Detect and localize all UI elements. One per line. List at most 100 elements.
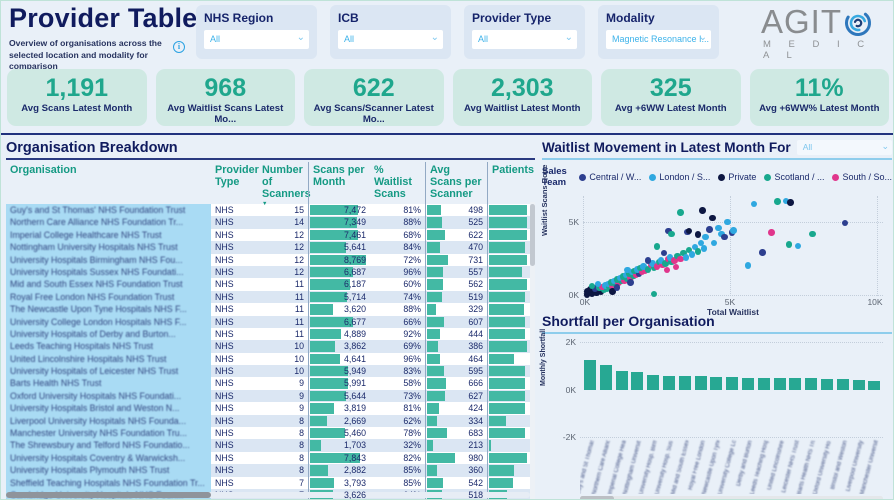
shortfall-bar[interactable] xyxy=(742,377,754,390)
scatter-point[interactable] xyxy=(588,282,596,290)
legend-item-4[interactable]: South / So... xyxy=(832,172,892,182)
column-header-number-of-scanners[interactable]: Number of Scanners ▼ xyxy=(262,164,311,207)
table-row[interactable]: Mid and South Essex NHS Foundation Trust… xyxy=(6,278,535,291)
shortfall-scrollbar[interactable] xyxy=(580,496,883,499)
table-row[interactable]: Oxford University Hospitals NHS Foundati… xyxy=(6,389,535,403)
scatter-point[interactable] xyxy=(782,197,790,205)
table-row[interactable]: Guy's and St Thomas' NHS Foundation Trus… xyxy=(6,204,535,217)
scatter-point[interactable] xyxy=(700,245,708,252)
shortfall-bar[interactable] xyxy=(852,379,865,390)
scatter-point[interactable] xyxy=(591,285,599,292)
shortfall-bar[interactable] xyxy=(710,376,723,390)
scatter-point[interactable] xyxy=(682,254,690,261)
scatter-point[interactable] xyxy=(613,284,621,291)
scatter-point[interactable] xyxy=(644,266,652,273)
column-header-avg-scans-per-scanner[interactable]: Avg Scans per Scanner xyxy=(425,162,487,204)
scatter-point[interactable] xyxy=(680,249,687,257)
shortfall-bar[interactable] xyxy=(599,364,612,390)
table-hscroll-thumb[interactable] xyxy=(6,492,211,498)
scatter-point[interactable] xyxy=(653,263,661,270)
scatter-point[interactable] xyxy=(794,242,802,249)
scatter-point[interactable] xyxy=(715,224,722,232)
scatter-point[interactable] xyxy=(666,254,674,261)
scatter-point[interactable] xyxy=(688,251,696,258)
scatter-point[interactable] xyxy=(694,231,702,238)
scatter-point[interactable] xyxy=(627,279,634,286)
scatter-point[interactable] xyxy=(644,257,652,264)
table-horizontal-scrollbar[interactable] xyxy=(6,492,530,498)
scatter-point[interactable] xyxy=(759,249,766,256)
scatter-point[interactable] xyxy=(841,219,849,227)
scatter-point[interactable] xyxy=(653,243,661,250)
scatter-point[interactable] xyxy=(685,227,693,235)
shortfall-bar[interactable] xyxy=(678,376,691,390)
shortfall-bar[interactable] xyxy=(821,378,833,390)
table-row[interactable]: Leeds Teaching Hospitals NHS Trust NHS 10 3… xyxy=(6,340,535,353)
table-row[interactable]: The Shrewsbury and Telford NHS Foundatio… xyxy=(6,439,535,452)
shortfall-bar[interactable] xyxy=(757,377,770,390)
shortfall-bar[interactable] xyxy=(584,360,596,390)
scatter-point[interactable] xyxy=(709,214,716,222)
scatter-point[interactable] xyxy=(697,239,705,247)
scatter-point[interactable] xyxy=(702,233,709,241)
shortfall-bar[interactable] xyxy=(663,375,675,390)
shortfall-bar[interactable] xyxy=(647,375,660,390)
table-row[interactable]: Sheffield Teaching Hospitals NHS Foundat… xyxy=(6,476,535,489)
column-header-organisation[interactable]: Organisation xyxy=(10,164,77,176)
column-header-patients[interactable]: Patients xyxy=(487,162,534,204)
scatter-point[interactable] xyxy=(594,280,602,288)
table-row[interactable]: Manchester University NHS Foundation Tru… xyxy=(6,427,535,440)
table-row[interactable]: University Hospitals Sussex NHS Foundati… xyxy=(6,265,535,279)
scatter-point[interactable] xyxy=(694,248,702,255)
table-row[interactable]: Royal Free London NHS Foundation Trust NH… xyxy=(6,290,535,304)
table-row[interactable]: University Hospitals of Derby and Burton… xyxy=(6,327,535,341)
legend-item-3[interactable]: Scotland / ... xyxy=(764,172,824,182)
info-icon[interactable]: i xyxy=(173,41,185,53)
scatter-point[interactable] xyxy=(750,200,758,208)
scatter-point[interactable] xyxy=(710,239,718,247)
scatter-point[interactable] xyxy=(809,230,816,238)
scatter-point[interactable] xyxy=(699,207,706,214)
shortfall-scroll-thumb[interactable] xyxy=(580,496,614,499)
table-row[interactable]: The Newcastle Upon Tyne Hospitals NHS F.… xyxy=(6,303,535,316)
scatter-point[interactable] xyxy=(787,199,794,206)
scatter-point[interactable] xyxy=(730,227,737,234)
scatter-point[interactable] xyxy=(650,290,658,298)
scatter-point[interactable] xyxy=(587,286,594,293)
table-row[interactable]: University Hospitals Plymouth NHS Trust N… xyxy=(6,464,535,477)
table-row[interactable]: Northern Care Alliance NHS Foundation Tr… xyxy=(6,216,535,229)
shortfall-bar[interactable] xyxy=(789,378,802,390)
table-row[interactable]: Nottingham University Hospitals NHS Trus… xyxy=(6,241,535,254)
scatter-point[interactable] xyxy=(685,246,693,254)
shortfall-bar[interactable] xyxy=(836,378,849,390)
legend-item-1[interactable]: London / S... xyxy=(649,172,710,182)
legend-item-2[interactable]: Private xyxy=(718,172,756,182)
table-row[interactable]: University Hospitals Bristol and Weston … xyxy=(6,402,535,415)
table-row[interactable]: Barts Health NHS Trust NHS 9 5,991 58% 666 xyxy=(6,377,535,390)
table-row[interactable]: University College London Hospitals NHS … xyxy=(6,315,535,328)
shortfall-bar[interactable] xyxy=(726,377,739,390)
shortfall-bar[interactable] xyxy=(773,378,786,390)
table-row[interactable]: University Hospitals of Leicester NHS Tr… xyxy=(6,365,535,378)
scatter-point[interactable] xyxy=(706,226,713,233)
table-row[interactable]: United Lincolnshire Hospitals NHS Trust N… xyxy=(6,352,535,366)
scatter-point[interactable] xyxy=(785,241,793,248)
scatter-point[interactable] xyxy=(663,266,671,274)
table-row[interactable]: Liverpool University Hospitals NHS Found… xyxy=(6,414,535,428)
shortfall-bar[interactable] xyxy=(694,376,707,390)
scatter-point[interactable] xyxy=(724,218,731,226)
scatter-point[interactable] xyxy=(768,229,775,236)
table-row[interactable]: University Hospitals Coventry & Warwicks… xyxy=(6,451,535,465)
scatter-point[interactable] xyxy=(774,198,781,205)
shortfall-bar[interactable] xyxy=(615,370,628,390)
scatter-point[interactable] xyxy=(721,233,728,241)
scatter-point[interactable] xyxy=(662,260,669,267)
scatter-point[interactable] xyxy=(624,266,631,274)
shortfall-bar[interactable] xyxy=(868,380,881,390)
scatter-filter-dropdown[interactable]: All ⌄ xyxy=(796,140,892,155)
column-header-scans-per-month[interactable]: Scans per Month xyxy=(308,162,370,204)
scatter-point[interactable] xyxy=(657,257,665,264)
table-row[interactable]: University Hospitals Birmingham NHS Fou.… xyxy=(6,253,535,266)
scatter-point[interactable] xyxy=(640,263,647,270)
table-vscroll-thumb[interactable] xyxy=(530,204,535,266)
